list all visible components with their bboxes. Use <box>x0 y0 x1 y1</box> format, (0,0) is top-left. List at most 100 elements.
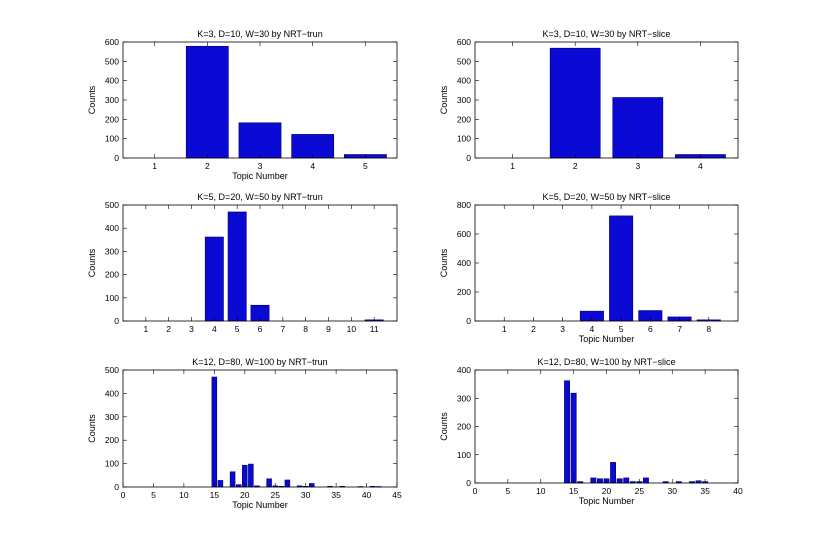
y-tick-label: 0 <box>466 316 471 326</box>
y-axis-label: Counts <box>439 248 449 277</box>
y-tick-label: 300 <box>105 95 119 105</box>
x-tick-label: 1 <box>502 324 507 334</box>
x-tick-label: 5 <box>363 161 368 171</box>
y-tick-label: 0 <box>114 482 119 492</box>
x-tick-label: 6 <box>258 324 263 334</box>
bar <box>549 47 601 159</box>
x-tick-label: 8 <box>706 324 711 334</box>
x-tick-label: 25 <box>635 486 645 496</box>
bar <box>570 392 577 484</box>
x-tick-label: 25 <box>270 490 280 500</box>
x-tick-label: 40 <box>362 490 372 500</box>
x-axis-label: Topic Number <box>232 171 288 181</box>
bar <box>227 211 247 322</box>
x-tick-label: 8 <box>303 324 308 334</box>
chart-title: K=12, D=80, W=100 by NRT−trun <box>192 357 327 367</box>
y-tick-label: 0 <box>466 153 471 163</box>
y-tick-label: 0 <box>114 153 119 163</box>
bar <box>238 122 282 159</box>
chart-title: K=3, D=10, W=30 by NRT−trun <box>197 29 322 39</box>
x-tick-label: 2 <box>205 161 210 171</box>
bar <box>564 380 570 484</box>
y-axis-label: Counts <box>87 85 97 114</box>
x-tick-label: 5 <box>619 324 624 334</box>
x-tick-label: 1 <box>143 324 148 334</box>
bar <box>623 477 630 484</box>
x-tick-label: 10 <box>536 486 546 496</box>
chart-title: K=3, D=10, W=30 by NRT−slice <box>543 29 671 39</box>
x-tick-label: 30 <box>301 490 311 500</box>
y-tick-label: 500 <box>105 365 119 375</box>
bar <box>204 236 224 322</box>
bar <box>309 483 315 488</box>
y-tick-label: 400 <box>457 365 471 375</box>
y-tick-label: 100 <box>105 293 119 303</box>
x-tick-label: 15 <box>569 486 579 496</box>
y-tick-label: 300 <box>457 95 471 105</box>
chart-title: K=5, D=20, W=50 by NRT−trun <box>197 192 322 202</box>
x-tick-label: 4 <box>310 161 315 171</box>
chart-1: 0 100 200 300 400 500 600 1 2 3 4 5 K=3, D=10, W=30 … <box>87 29 398 181</box>
x-tick-label: 0 <box>473 486 478 496</box>
bar <box>229 471 236 488</box>
x-tick-label: 3 <box>258 161 263 171</box>
y-tick-label: 0 <box>466 478 471 488</box>
x-tick-label: 15 <box>210 490 220 500</box>
x-tick-label: 3 <box>635 161 640 171</box>
chart-3: 0 100 200 300 400 500 1 2 3 4 5 6 7 8 9 10 11 K=5, D=20, … <box>87 192 398 334</box>
x-tick-label: 4 <box>698 161 703 171</box>
chart-title: K=12, D=80, W=100 by NRT−slice <box>538 357 676 367</box>
x-tick-label: 4 <box>212 324 217 334</box>
x-axis-label: Topic Number <box>579 334 635 344</box>
y-axis-label: Counts <box>87 414 97 443</box>
x-tick-label: 3 <box>560 324 565 334</box>
y-tick-label: 200 <box>105 435 119 445</box>
y-tick-label: 600 <box>457 37 471 47</box>
y-tick-label: 400 <box>457 76 471 86</box>
bar <box>596 478 603 484</box>
chart-title: K=5, D=20, W=50 by NRT−slice <box>543 192 671 202</box>
chart-4: 0 200 400 600 800 1 2 3 4 5 6 7 8 K=5, D=20, W=50 by … <box>439 192 739 344</box>
bar <box>266 478 272 488</box>
y-tick-label: 200 <box>105 270 119 280</box>
x-tick-label: 11 <box>370 324 379 334</box>
y-tick-label: 400 <box>105 223 119 233</box>
x-tick-label: 9 <box>326 324 331 334</box>
y-tick-label: 500 <box>457 56 471 66</box>
x-tick-label: 35 <box>700 486 710 496</box>
x-tick-label: 2 <box>531 324 536 334</box>
bar <box>284 479 291 488</box>
bar <box>643 477 649 484</box>
y-tick-label: 300 <box>105 246 119 256</box>
x-tick-label: 35 <box>331 490 341 500</box>
axes-frame <box>122 369 398 488</box>
y-tick-label: 200 <box>457 114 471 124</box>
x-tick-label: 20 <box>602 486 612 496</box>
bar <box>616 478 623 484</box>
x-tick-label: 4 <box>590 324 595 334</box>
y-axis-label: Counts <box>439 85 449 114</box>
y-tick-label: 100 <box>457 134 471 144</box>
y-tick-label: 200 <box>457 422 471 432</box>
x-tick-label: 20 <box>240 490 250 500</box>
bar <box>609 215 634 322</box>
chart-5: 0 100 200 300 400 500 0 5 10 15 20 25 30 35 40 45 K=12, … <box>87 357 402 510</box>
chart-2: 0 100 200 300 400 500 600 1 2 3 4 K=3, D=10, W=30 b… <box>439 29 739 171</box>
y-tick-label: 400 <box>457 258 471 268</box>
x-tick-label: 7 <box>280 324 285 334</box>
x-tick-label: 1 <box>510 161 515 171</box>
y-axis-label: Counts <box>87 248 97 277</box>
x-tick-label: 5 <box>506 486 511 496</box>
y-tick-label: 300 <box>105 412 119 422</box>
y-tick-label: 500 <box>105 200 119 210</box>
y-tick-label: 100 <box>105 459 119 469</box>
y-tick-label: 200 <box>457 287 471 297</box>
y-tick-label: 400 <box>105 76 119 86</box>
x-axis-label: Topic Number <box>579 496 635 506</box>
x-tick-label: 2 <box>166 324 171 334</box>
y-tick-label: 600 <box>457 229 471 239</box>
y-tick-label: 400 <box>105 388 119 398</box>
